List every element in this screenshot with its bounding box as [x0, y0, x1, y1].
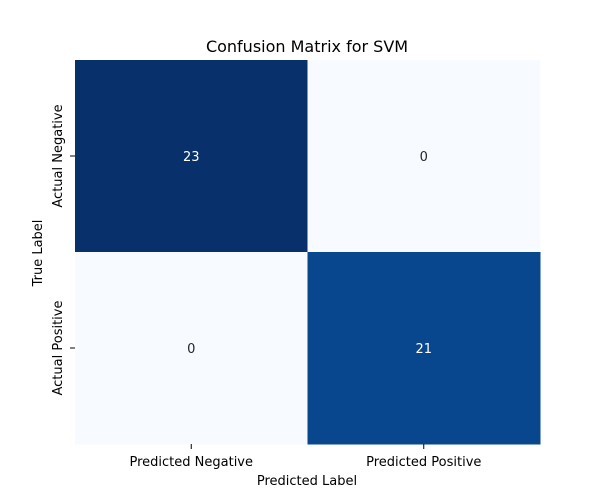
y-tick-label-0: Actual Negative: [51, 104, 66, 207]
x-axis-ticks: Predicted Negative Predicted Positive: [130, 444, 481, 470]
x-tick-label-0: Predicted Negative: [130, 455, 254, 470]
heatmap-cell-r1-c0: [75, 252, 308, 445]
heatmap-cells: 23 0 0 21: [75, 60, 541, 445]
cell-value-r1-c1: 21: [415, 342, 432, 357]
y-axis-ticks: Actual Negative Actual Positive: [51, 104, 75, 395]
cell-value-r1-c0: 0: [187, 342, 195, 357]
cell-value-r0-c1: 0: [420, 150, 428, 165]
heatmap-cell-r0-c1: [307, 60, 541, 253]
chart-title: Confusion Matrix for SVM: [206, 37, 408, 56]
x-tick-label-1: Predicted Positive: [366, 455, 481, 470]
x-axis-title: Predicted Label: [257, 474, 357, 489]
cell-value-r0-c0: 23: [183, 150, 200, 165]
y-tick-label-1: Actual Positive: [51, 301, 66, 396]
y-axis-title: True Label: [31, 220, 46, 288]
heatmap-cell-r1-c1: [307, 252, 541, 445]
heatmap-cell-r0-c0: [75, 60, 308, 253]
